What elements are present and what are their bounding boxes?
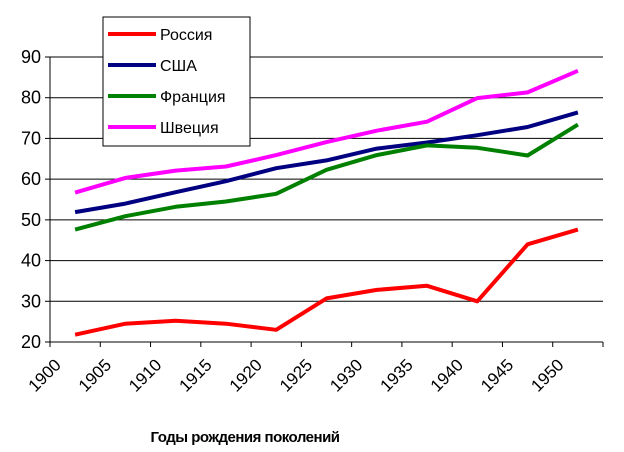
legend-label: Россия bbox=[160, 27, 212, 44]
axes bbox=[45, 56, 604, 347]
x-tick-label: 1940 bbox=[427, 355, 467, 395]
series-line-1 bbox=[74, 227, 579, 337]
x-tick-label: 1905 bbox=[75, 355, 115, 395]
legend-label: Франция bbox=[160, 89, 226, 106]
legend-box bbox=[102, 16, 251, 147]
y-tick-label: 20 bbox=[21, 332, 41, 352]
legend-label: Швеция bbox=[160, 120, 219, 137]
x-tick-label: 1910 bbox=[125, 355, 165, 395]
y-tick-label: 70 bbox=[21, 128, 41, 148]
legend-label: США bbox=[160, 58, 197, 75]
x-tick-label: 1925 bbox=[276, 355, 316, 395]
y-tick-label: 60 bbox=[21, 169, 41, 189]
x-tick-label: 1920 bbox=[226, 355, 266, 395]
x-tick-label: 1915 bbox=[175, 355, 215, 395]
series-line-3 bbox=[74, 122, 579, 232]
x-tick-label: 1945 bbox=[477, 355, 517, 395]
x-tick-label: 1930 bbox=[326, 355, 366, 395]
y-tick-label: 90 bbox=[21, 47, 41, 67]
series-line-2 bbox=[74, 110, 579, 215]
y-tick-label: 40 bbox=[21, 251, 41, 271]
y-tick-label: 50 bbox=[21, 210, 41, 230]
y-tick-label: 80 bbox=[21, 88, 41, 108]
x-tick-label: 1935 bbox=[377, 355, 417, 395]
y-tick-label: 30 bbox=[21, 291, 41, 311]
x-axis-label: Годы рождения поколений bbox=[150, 429, 339, 446]
series-lines bbox=[74, 68, 579, 337]
legend: Россия США Франция Швеция bbox=[102, 16, 251, 147]
x-tick-label: 1900 bbox=[25, 355, 65, 395]
series-line-4 bbox=[74, 68, 579, 195]
x-tick-label: 1950 bbox=[527, 355, 567, 395]
